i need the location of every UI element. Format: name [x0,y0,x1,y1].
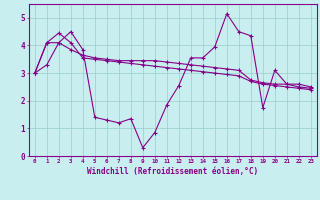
X-axis label: Windchill (Refroidissement éolien,°C): Windchill (Refroidissement éolien,°C) [87,167,258,176]
